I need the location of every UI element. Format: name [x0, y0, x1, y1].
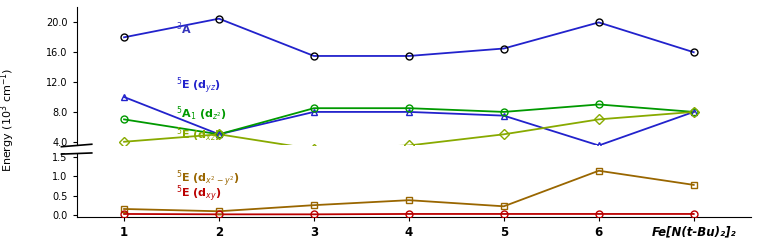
- Text: $^5$E (d$_{xz}$): $^5$E (d$_{xz}$): [176, 125, 221, 144]
- Text: $^5$A$_1$ (d$_{z^2}$): $^5$A$_1$ (d$_{z^2}$): [176, 104, 228, 123]
- Text: $^5$E (d$_{xy}$): $^5$E (d$_{xy}$): [176, 183, 222, 204]
- Text: $^5$E (d$_{x^2-y^2}$): $^5$E (d$_{x^2-y^2}$): [176, 168, 240, 189]
- Text: $^5$E (d$_{yz}$): $^5$E (d$_{yz}$): [176, 75, 221, 96]
- Text: $^3$A: $^3$A: [176, 20, 192, 37]
- Text: Energy (10$^3$ cm$^{-1}$): Energy (10$^3$ cm$^{-1}$): [0, 67, 17, 172]
